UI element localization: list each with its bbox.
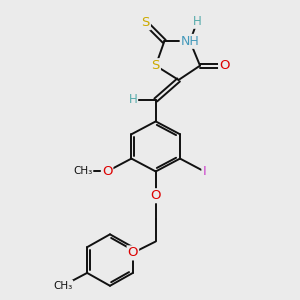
Text: O: O — [128, 246, 138, 260]
Text: S: S — [142, 16, 150, 29]
Text: S: S — [152, 59, 160, 72]
Text: O: O — [219, 59, 230, 72]
Text: O: O — [151, 189, 161, 202]
Text: CH₃: CH₃ — [73, 167, 92, 176]
Text: H: H — [128, 94, 137, 106]
Text: I: I — [202, 165, 206, 178]
Text: O: O — [102, 165, 112, 178]
Text: H: H — [193, 15, 202, 28]
Text: CH₃: CH₃ — [53, 281, 72, 291]
Text: NH: NH — [181, 35, 200, 48]
